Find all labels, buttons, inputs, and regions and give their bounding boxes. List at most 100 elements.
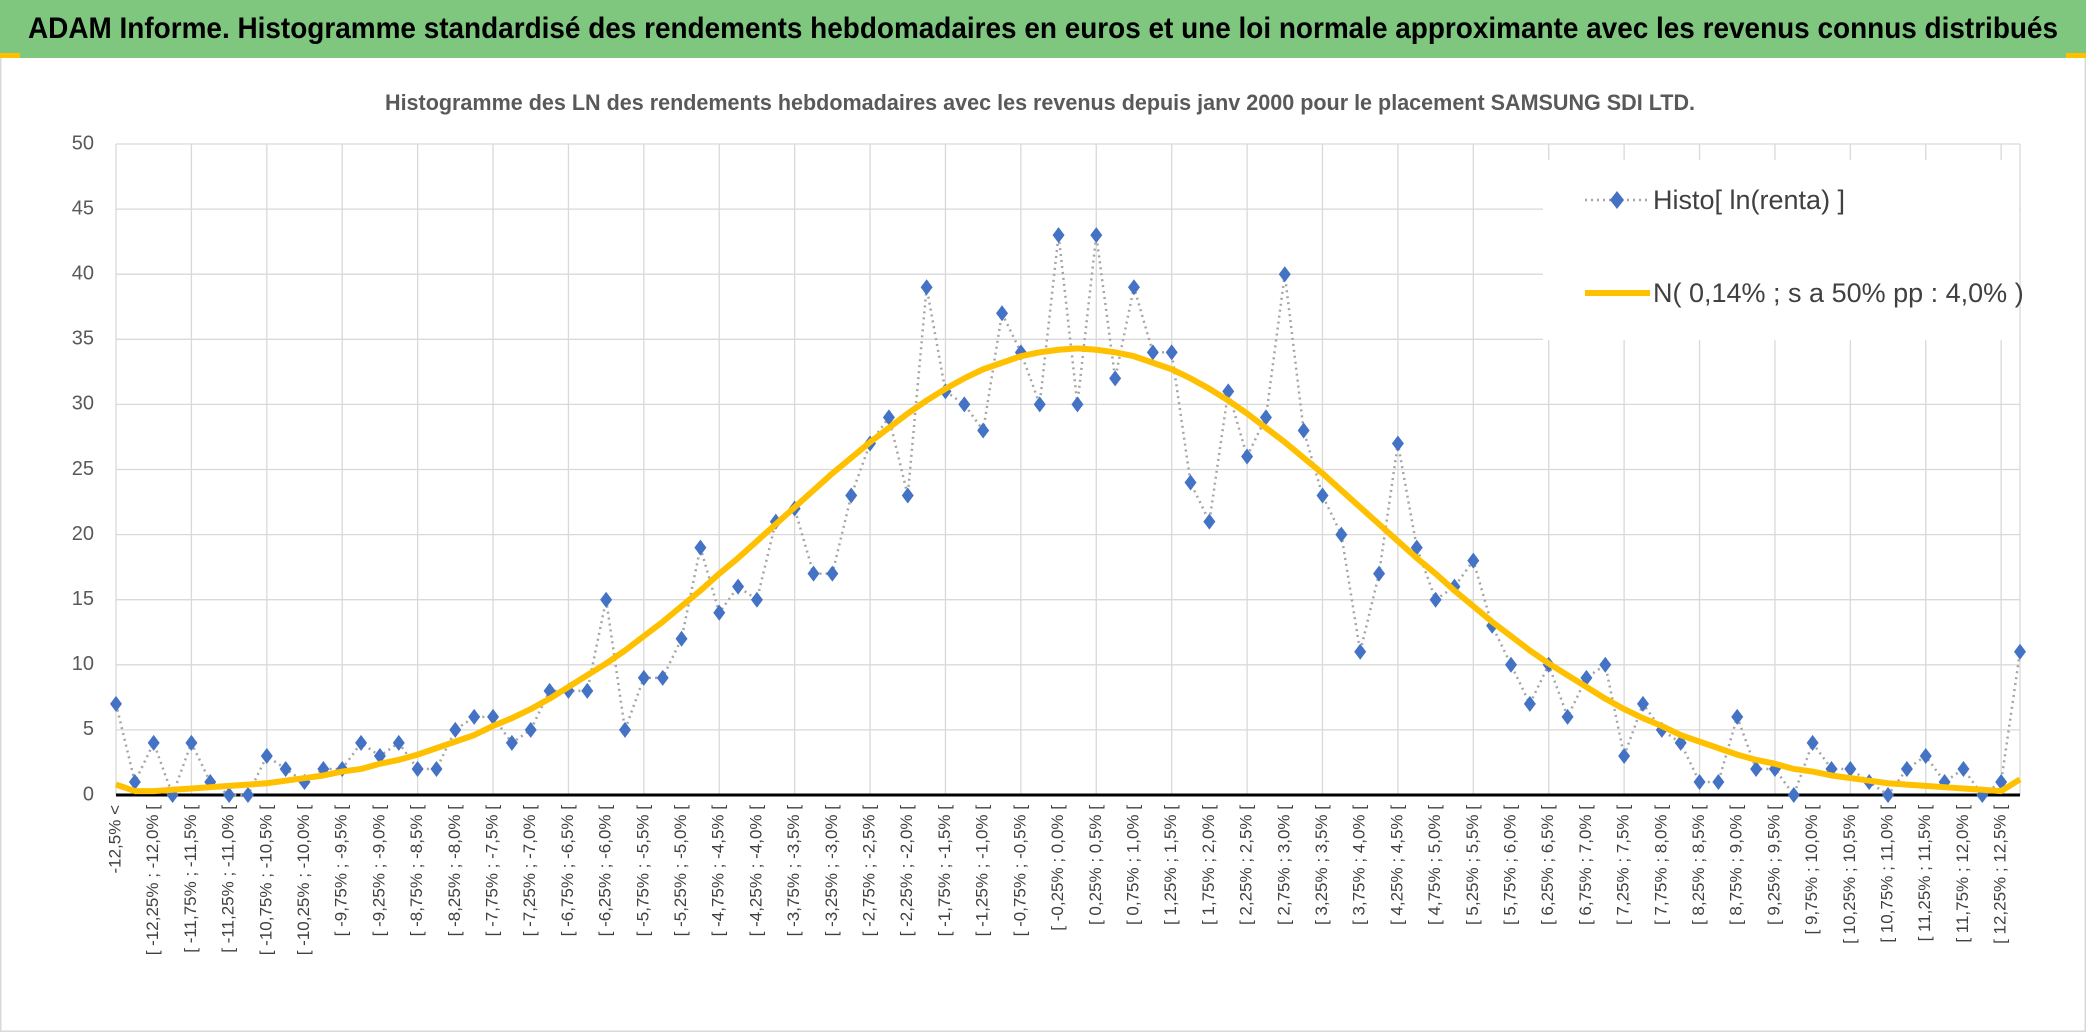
data-point: [260, 747, 273, 764]
x-tick-label: [ -7,75% ; -7,5% [: [483, 805, 502, 937]
data-point: [807, 565, 820, 582]
data-point: [1033, 396, 1046, 413]
x-tick-label: [ 3,75% ; 4,0% [: [1350, 805, 1369, 925]
data-point: [713, 604, 726, 621]
data-point: [656, 669, 669, 686]
x-tick-label: [ -0,75% ; -0,5% [: [1010, 805, 1029, 937]
data-point: [1071, 396, 1084, 413]
x-tick-label: [ 6,75% ; 7,0% [: [1576, 805, 1595, 925]
data-point: [694, 539, 707, 556]
y-tick-label: 45: [72, 197, 94, 219]
y-tick-label: 10: [72, 653, 94, 675]
data-point: [524, 721, 537, 738]
data-point: [1278, 266, 1291, 283]
x-tick-label: [ 11,75% ; 12,0% [: [1953, 805, 1972, 943]
data-point: [1127, 279, 1140, 296]
data-point: [1844, 760, 1857, 777]
data-point: [241, 787, 254, 803]
data-point: [1882, 787, 1895, 803]
x-tick-label: [ -5,25% ; -5,0% [: [671, 805, 690, 937]
data-point: [1391, 435, 1404, 452]
x-tick-label: [ -10,75% ; -10,5% [: [256, 805, 275, 956]
data-point: [185, 734, 198, 751]
data-point: [1919, 747, 1932, 764]
data-point: [1806, 734, 1819, 751]
x-tick-label: [ 2,75% ; 3,0% [: [1274, 805, 1293, 925]
data-point: [1146, 344, 1159, 361]
x-tick-label: [ -0,25% ; 0,0% [: [1048, 805, 1067, 931]
data-point: [1241, 448, 1254, 465]
x-tick-label: -12,5% <: [105, 805, 124, 874]
chart-title: Histogramme des LN des rendements hebdom…: [385, 90, 1695, 115]
x-tick-label: [ -12,25% ; -12,0% [: [143, 805, 162, 956]
data-point: [1750, 760, 1763, 777]
data-point: [110, 695, 122, 712]
x-tick-label: [ 7,25% ; 7,5% [: [1614, 805, 1633, 925]
data-point: [637, 669, 650, 686]
x-tick-label: [ 12,25% ; 12,5% [: [1991, 805, 2010, 944]
header-title: ADAM Informe. Histogramme standardisé de…: [28, 12, 2058, 45]
data-point: [373, 747, 386, 764]
data-point: [392, 734, 405, 751]
data-point: [1052, 227, 1065, 244]
data-point: [1787, 787, 1800, 803]
data-point: [487, 708, 500, 725]
header-bar: [0, 0, 2086, 58]
data-point: [1561, 708, 1574, 725]
x-tick-label: [ 4,25% ; 4,5% [: [1387, 805, 1406, 925]
data-point: [468, 708, 481, 725]
x-tick-label: [ -5,75% ; -5,5% [: [633, 805, 652, 937]
y-tick-label: 25: [72, 458, 94, 480]
data-point: [1636, 695, 1649, 712]
data-point: [1467, 552, 1480, 569]
data-point: [750, 591, 763, 608]
x-tick-label: [ 10,75% ; 11,0% [: [1878, 805, 1897, 943]
data-point: [430, 760, 443, 777]
x-tick-label: [ -11,25% ; -11,0% [: [219, 805, 238, 953]
data-point: [1523, 695, 1536, 712]
data-point: [1297, 422, 1310, 439]
data-point: [675, 630, 688, 647]
data-point: [1316, 487, 1329, 504]
data-point: [845, 487, 858, 504]
corner: [0, 53, 20, 58]
data-point: [618, 721, 631, 738]
data-point: [1505, 656, 1518, 673]
data-point: [2014, 643, 2026, 660]
data-point: [1712, 773, 1725, 790]
x-tick-label: [ -4,25% ; -4,0% [: [746, 805, 765, 937]
data-point: [1618, 747, 1631, 764]
x-tick-label: [ -6,75% ; -6,5% [: [558, 805, 577, 937]
data-point: [411, 760, 424, 777]
x-tick-label: [ 2,25% ; 2,5% [: [1237, 805, 1256, 925]
data-point: [1165, 344, 1178, 361]
data-point: [920, 279, 933, 296]
x-tick-label: [ -9,75% ; -9,5% [: [332, 805, 351, 937]
x-tick-label: [ 1,25% ; 1,5% [: [1161, 805, 1180, 925]
x-tick-label: [ 9,75% ; 10,0% [: [1802, 805, 1821, 935]
data-point: [1259, 409, 1272, 426]
y-tick-label: 5: [83, 718, 94, 740]
data-point: [1203, 513, 1216, 530]
x-tick-label: [ 8,75% ; 9,0% [: [1727, 805, 1746, 925]
data-point: [147, 734, 160, 751]
x-tick-label: [ 8,25% ; 8,5% [: [1689, 805, 1708, 925]
data-point: [996, 305, 1009, 322]
data-point: [1429, 591, 1442, 608]
y-tick-label: 30: [72, 393, 94, 415]
x-tick-label: [ -3,75% ; -3,5% [: [784, 805, 803, 937]
legend-marker: [1610, 191, 1624, 209]
data-point: [826, 565, 839, 582]
legend-label: N( 0,14% ; s a 50% pp : 4,0% ): [1653, 278, 2024, 308]
data-point: [355, 734, 368, 751]
x-tick-label: [ 0,25% ; 0,5% [: [1086, 805, 1105, 925]
x-tick-label: [ -1,75% ; -1,5% [: [935, 805, 954, 937]
y-tick-label: 40: [72, 262, 94, 284]
data-point: [1109, 370, 1122, 387]
y-tick-label: 15: [72, 588, 94, 610]
x-tick-label: [ 0,75% ; 1,0% [: [1123, 805, 1142, 925]
x-tick-label: [ 11,25% ; 11,5% [: [1915, 805, 1934, 942]
x-tick-label: [ -3,25% ; -3,0% [: [822, 805, 841, 937]
data-point: [581, 682, 594, 699]
